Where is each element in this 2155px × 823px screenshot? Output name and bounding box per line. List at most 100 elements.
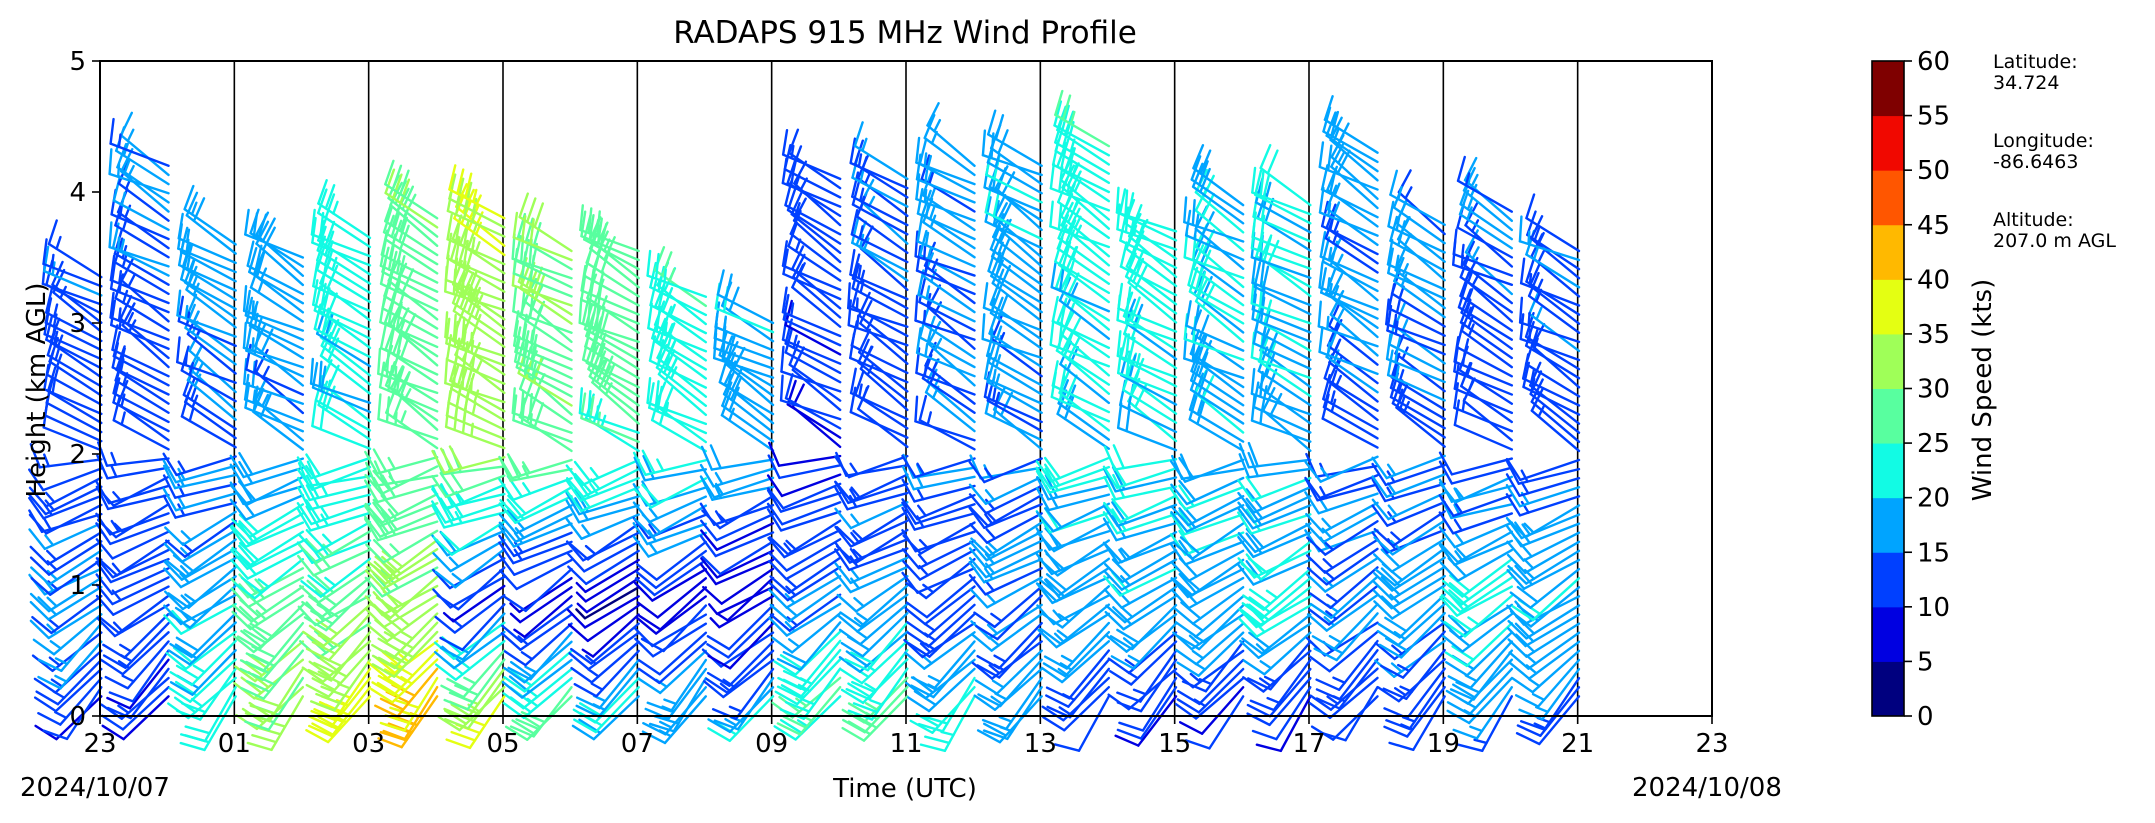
wind-barb: [1119, 215, 1178, 269]
wind-barb: [787, 128, 842, 190]
wind-barb-half-feather: [1060, 654, 1075, 664]
wind-barb-feather: [46, 366, 57, 393]
wind-barb-shaft: [509, 467, 573, 483]
wind-barb-feather: [851, 171, 860, 198]
wind-barb-half-feather: [1327, 246, 1333, 262]
wind-barb-feather: [768, 551, 788, 572]
wind-barb-feather: [1304, 491, 1320, 515]
wind-barb-shaft: [1250, 256, 1312, 280]
wind-barb-feather: [580, 274, 587, 302]
wind-barb-feather: [1380, 576, 1401, 596]
wind-barb-shaft: [1251, 476, 1312, 502]
wind-barb-shaft: [727, 613, 775, 659]
wind-barb-shaft: [1116, 503, 1178, 528]
wind-barb-shaft: [924, 557, 976, 600]
wind-barb-shaft: [648, 495, 708, 524]
wind-barb-feather: [1183, 196, 1188, 224]
wind-barb-feather: [317, 188, 328, 215]
wind-barb-shaft: [780, 501, 842, 526]
wind-barb-shaft: [672, 676, 708, 733]
wind-barb-feather: [1178, 584, 1198, 605]
wind-barb-shaft: [721, 304, 775, 343]
wind-barb-feather: [1248, 631, 1271, 649]
wind-barb-half-feather: [188, 361, 195, 377]
wind-barb-feather: [578, 387, 584, 415]
wind-barb-half-feather: [926, 411, 932, 426]
wind-barb-feather: [1306, 536, 1327, 556]
wind-barb-shaft: [1183, 256, 1245, 280]
wind-barb-feather: [1528, 289, 1541, 315]
wind-barb-shaft: [1137, 695, 1178, 747]
wind-barb: [648, 676, 708, 733]
wind-barb-feather: [589, 302, 598, 329]
wind-barb-shaft: [512, 418, 573, 444]
wind-barb-feather: [37, 675, 62, 690]
wind-barb-shaft: [1060, 640, 1111, 684]
wind-barb-shaft: [984, 220, 1043, 250]
wind-barb-feather: [1128, 354, 1137, 381]
wind-barb-feather: [1035, 487, 1050, 512]
wind-barb-feather: [315, 692, 341, 705]
wind-barb-half-feather: [1525, 664, 1538, 675]
wind-barb-feather: [1178, 456, 1195, 480]
wind-barb-feather: [1238, 617, 1258, 638]
wind-barb-feather: [399, 178, 411, 205]
wind-barb-shaft: [1328, 259, 1379, 302]
wind-barb-shaft: [594, 686, 640, 734]
wind-barb-feather: [1251, 283, 1258, 311]
wind-barb-shaft: [918, 548, 976, 581]
wind-barb-shaft: [403, 676, 439, 732]
wind-barb-feather: [701, 555, 722, 576]
wind-barb-half-feather: [180, 594, 192, 606]
wind-barb-feather: [180, 733, 207, 743]
wind-barb-shaft: [255, 242, 305, 287]
wind-barb-half-feather: [1466, 362, 1473, 377]
wind-barb: [296, 499, 372, 526]
wind-barb-half-feather: [1393, 313, 1398, 329]
wind-barb-half-feather: [1523, 522, 1535, 534]
wind-barb-feather: [379, 697, 405, 711]
wind-barb-shaft: [447, 401, 506, 431]
wind-barb-shaft: [46, 390, 103, 425]
wind-barb-shaft: [45, 311, 103, 343]
wind-barb-shaft: [189, 658, 237, 703]
wind-barb-shaft: [734, 667, 775, 720]
wind-barb-shaft: [109, 287, 170, 314]
wind-barb: [32, 613, 103, 656]
wind-barb-feather: [853, 139, 864, 166]
wind-barb-feather: [1240, 562, 1263, 581]
wind-barb-shaft: [1183, 220, 1245, 243]
wind-barb-half-feather: [475, 358, 483, 373]
wind-barb-half-feather: [1326, 277, 1331, 292]
wind-barb-shaft: [662, 604, 708, 653]
wind-barb-feather: [389, 250, 398, 278]
wind-barb: [633, 504, 708, 539]
wind-barb-shaft: [443, 456, 506, 474]
wind-barb-half-feather: [859, 279, 865, 294]
wind-barb-shaft: [452, 630, 506, 670]
wind-barb-shaft: [1113, 458, 1178, 471]
wind-barb-half-feather: [922, 583, 935, 594]
wind-barb: [1238, 441, 1312, 469]
wind-barb-feather: [308, 595, 331, 613]
wind-barb-shaft: [310, 456, 372, 480]
wind-barb-shaft: [327, 649, 372, 698]
wind-barb-shaft: [1252, 495, 1312, 524]
wind-barb-shaft: [855, 575, 909, 613]
wind-barb-shaft: [174, 464, 237, 484]
wind-barb: [901, 465, 976, 491]
wind-barb-shaft: [187, 566, 237, 609]
wind-barb-feather: [230, 484, 249, 506]
wind-barb-shaft: [1115, 467, 1178, 489]
wind-barb-feather: [464, 172, 473, 199]
wind-barb-shaft: [1541, 667, 1581, 721]
wind-barb: [1506, 460, 1581, 485]
wind-barb-shaft: [1250, 246, 1312, 270]
wind-barb-feather: [499, 499, 519, 520]
wind-barb-half-feather: [1471, 219, 1480, 233]
wind-barb-feather: [1061, 104, 1070, 131]
wind-barb-half-feather: [117, 133, 122, 149]
wind-barb-feather: [632, 522, 649, 546]
wind-barb-shaft: [791, 286, 842, 328]
wind-barb: [1170, 476, 1245, 506]
